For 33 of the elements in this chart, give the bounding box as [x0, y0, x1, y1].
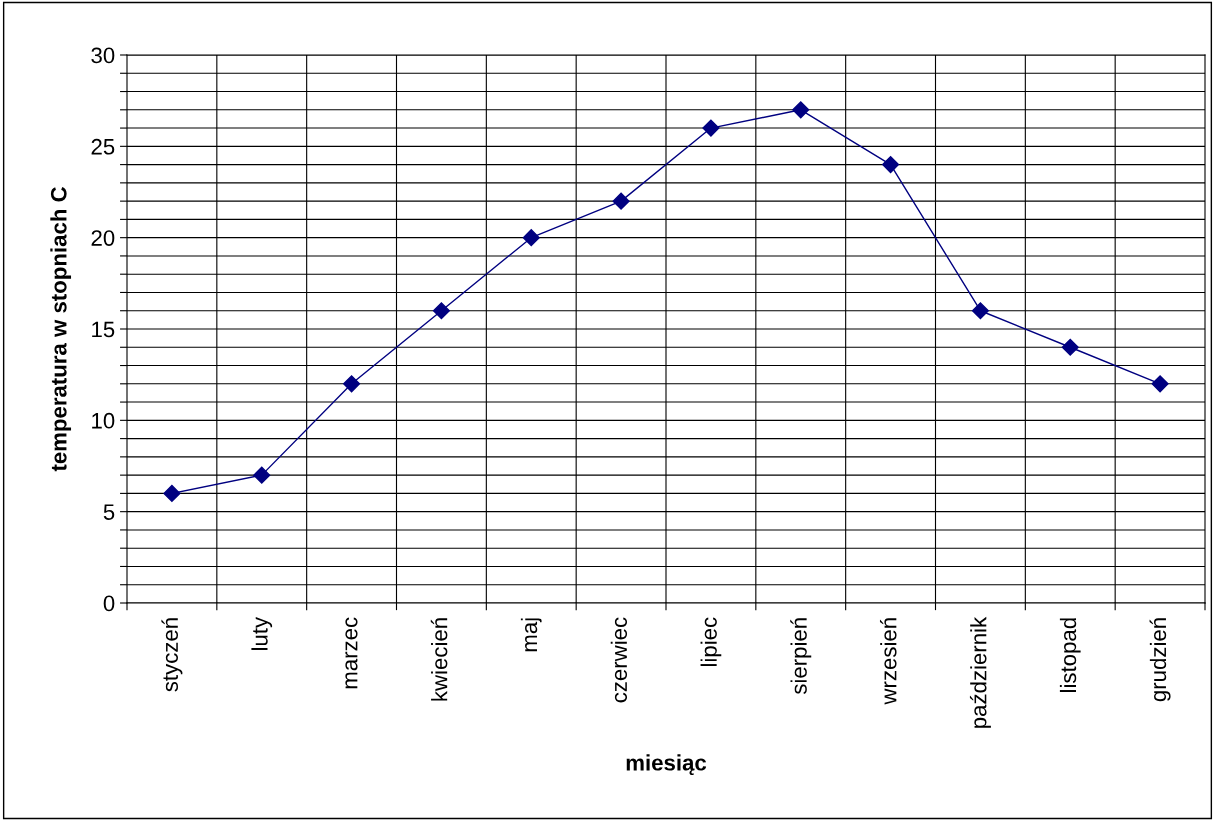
- point: [432, 302, 450, 320]
- point: [612, 192, 630, 210]
- point: [702, 119, 720, 137]
- y-tick-label: 20: [91, 230, 115, 246]
- x-tick-label: sierpień: [790, 618, 812, 695]
- x-axis-title: miesiąc: [626, 754, 707, 775]
- point: [971, 302, 989, 320]
- x-tick-label: listopad: [1059, 618, 1081, 692]
- point: [1061, 338, 1079, 356]
- y-tick-label: 10: [92, 412, 115, 429]
- point: [882, 156, 900, 174]
- y-tick-label: 30: [91, 47, 115, 64]
- y-tick-label: 25: [91, 138, 115, 155]
- x-tick-label: wrzesień: [879, 618, 897, 705]
- point: [522, 229, 540, 247]
- x-tick-label: maj: [520, 618, 542, 652]
- x-tick-label: czerwiec: [610, 617, 628, 703]
- x-tick-label: kwiecień: [430, 618, 448, 701]
- y-axis-title: temperatura w stopniach C: [50, 186, 72, 472]
- point: [1151, 375, 1169, 393]
- y-tick-label: 15: [92, 321, 115, 338]
- point: [792, 101, 810, 119]
- x-tick-label: lipiec: [700, 617, 722, 667]
- y-tick-label: 0: [103, 595, 115, 612]
- x-tick-label: grudzień: [1149, 618, 1171, 702]
- point: [253, 466, 271, 484]
- y-tick-label: 5: [103, 504, 115, 520]
- point: [163, 484, 181, 502]
- point: [343, 375, 361, 393]
- x-tick-label: marzec: [345, 617, 358, 689]
- x-tick-label: styczeń: [161, 618, 183, 692]
- x-tick-label: luty: [251, 616, 273, 650]
- x-tick-label: październik: [969, 616, 991, 728]
